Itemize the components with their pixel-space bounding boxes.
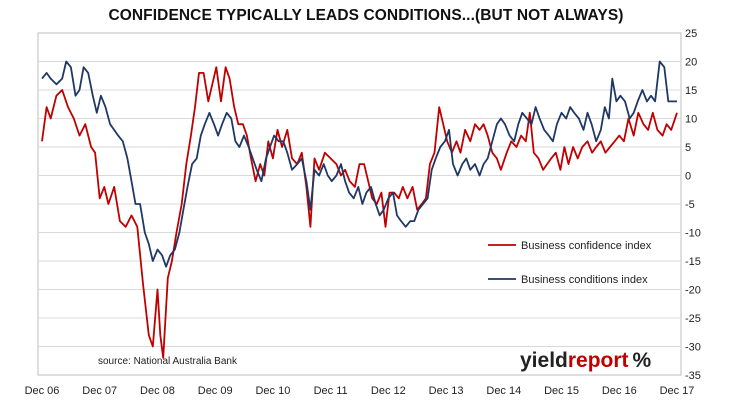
x-tick-label: Dec 16 [602, 385, 637, 397]
series-line-conditions [41, 60, 677, 268]
y-tick-label: -25 [685, 313, 701, 325]
x-tick-label: Dec 13 [429, 385, 464, 397]
y-tick-label: -5 [685, 199, 695, 211]
legend: Business confidence index Business condi… [488, 240, 652, 286]
x-tick-label: Dec 07 [82, 385, 117, 397]
x-tick-label: Dec 11 [314, 385, 348, 397]
yieldreport-logo: yieldreport% [520, 349, 652, 372]
y-tick-label: -35 [685, 370, 701, 382]
y-tick-label: 10 [685, 114, 697, 126]
y-tick-label: -15 [685, 256, 701, 268]
x-tick-label: Dec 17 [660, 385, 695, 397]
x-axis-tick-labels: Dec 06 Dec 07 Dec 08 Dec 09 Dec 10 Dec 11 Dec … [25, 385, 695, 397]
y-tick-label: 25 [685, 28, 697, 40]
y-tick-label: 15 [685, 85, 697, 97]
x-tick-label: Dec 14 [486, 385, 521, 397]
x-tick-label: Dec 12 [371, 385, 406, 397]
x-tick-label: Dec 10 [255, 385, 290, 397]
x-tick-label: Dec 08 [140, 385, 175, 397]
legend-label-confidence: Business confidence index [521, 240, 652, 252]
y-tick-label: 0 [685, 171, 691, 183]
x-tick-label: Dec 06 [25, 385, 60, 397]
logo-report-text: report [568, 349, 629, 372]
y-tick-label: -30 [685, 342, 701, 354]
x-tick-label: Dec 15 [544, 385, 579, 397]
y-tick-label: 5 [685, 142, 691, 154]
chart-title: CONFIDENCE TYPICALLY LEADS CONDITIONS...… [108, 7, 624, 24]
series-line-confidence [41, 66, 678, 359]
x-tick-label: Dec 09 [198, 385, 233, 397]
series-lines [41, 60, 678, 359]
logo-percent-text: % [633, 349, 652, 372]
y-tick-label: -10 [685, 228, 701, 240]
y-axis-tick-labels: -35 -30 -25 -20 -15 -10 -5 0 5 10 15 20 25 [685, 28, 701, 382]
logo-yield-text: yield [520, 349, 568, 372]
legend-label-conditions: Business conditions index [521, 274, 648, 286]
y-tick-label: 20 [685, 57, 697, 69]
source-note: source: National Australia Bank [98, 356, 238, 367]
y-tick-label: -20 [685, 285, 701, 297]
svg-text:yieldreport%: yieldreport% [520, 349, 652, 372]
